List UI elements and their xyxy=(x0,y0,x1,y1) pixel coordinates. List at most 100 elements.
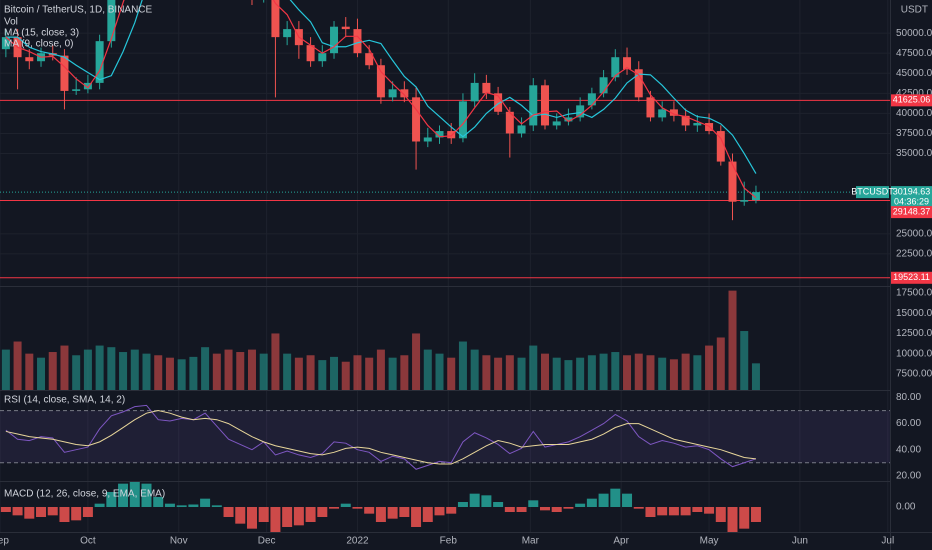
candle-body xyxy=(564,117,573,122)
x-tick-label: Jul xyxy=(881,536,894,547)
symbol-label-box xyxy=(856,186,889,199)
x-tick-label: May xyxy=(700,536,719,547)
volume-bar xyxy=(646,355,655,390)
y-tick-label: 40000.00 xyxy=(896,108,932,119)
x-tick-label: Dec xyxy=(258,536,276,547)
macd-histogram-bar xyxy=(704,507,715,514)
macd-histogram-bar xyxy=(399,507,410,517)
macd-histogram-bar xyxy=(352,507,363,509)
volume-bar xyxy=(341,361,350,390)
macd-histogram-bar xyxy=(469,493,480,507)
level-label: 41625.06 xyxy=(893,95,931,105)
volume-bar xyxy=(540,353,549,390)
last-price-label-box xyxy=(891,186,932,199)
rsi-line xyxy=(5,410,757,465)
volume-bar xyxy=(130,349,139,390)
volume-bar xyxy=(388,357,397,390)
candle-body xyxy=(552,121,561,126)
macd-histogram-bar xyxy=(258,507,269,522)
rsi-pane xyxy=(0,404,890,470)
macd-histogram-bar xyxy=(293,507,304,526)
volume-bar xyxy=(693,355,702,390)
candle-body xyxy=(576,105,585,118)
x-tick-label: 2022 xyxy=(346,536,369,547)
y-tick-label: 25000.00 xyxy=(896,228,932,239)
macd-histogram-bar xyxy=(340,503,351,507)
candle-body xyxy=(271,0,280,38)
volume-bar xyxy=(576,357,585,390)
volume-bar xyxy=(107,347,116,390)
candle-body xyxy=(388,89,397,98)
volume-bar xyxy=(283,353,292,390)
y-tick-label: 47500.00 xyxy=(896,48,932,59)
volume-bar xyxy=(25,353,34,390)
volume-bar xyxy=(60,345,69,390)
y-tick-label: 0.00 xyxy=(896,502,916,513)
volume-bar xyxy=(353,355,362,390)
macd-histogram-bar xyxy=(364,507,375,514)
candle-body xyxy=(435,131,444,138)
macd-histogram-bar xyxy=(645,507,656,517)
level-label: 19523.11 xyxy=(893,272,930,282)
candle-body xyxy=(611,57,620,78)
volume-bar xyxy=(751,363,760,390)
macd-histogram-bar xyxy=(129,482,140,507)
macd-histogram-bar xyxy=(622,493,633,507)
macd-histogram-bar xyxy=(446,507,457,514)
volume-bar xyxy=(728,290,737,390)
macd-histogram-bar xyxy=(176,505,187,507)
volume-bar xyxy=(552,357,561,390)
countdown-label: 04:36:29 xyxy=(894,196,929,206)
candle-body xyxy=(728,161,737,202)
macd-histogram-bar xyxy=(633,507,644,509)
legend-entry: MA (9, close, 0) xyxy=(4,39,73,50)
y-tick-label: 37500.00 xyxy=(896,128,932,139)
candle-body xyxy=(412,97,421,142)
macd-histogram-bar xyxy=(563,507,574,509)
volume-bar xyxy=(1,349,10,390)
macd-histogram-bar xyxy=(246,507,257,529)
volume-bar xyxy=(365,357,374,390)
y-tick-label: 12500.00 xyxy=(896,328,932,339)
macd-histogram-bar xyxy=(657,507,668,516)
volume-bar xyxy=(154,355,163,390)
candle-body xyxy=(646,97,655,118)
macd-histogram-bar xyxy=(106,492,117,507)
volume-bar xyxy=(423,349,432,390)
volume-title: Vol xyxy=(4,17,18,28)
macd-histogram-bar xyxy=(481,495,492,507)
volume-bar xyxy=(623,355,632,390)
rsi-line xyxy=(5,404,757,470)
candle-body xyxy=(529,85,538,126)
macd-histogram-bar xyxy=(727,507,738,532)
volume-pane xyxy=(1,290,760,390)
candle-body xyxy=(693,123,702,126)
y-tick-label: 20.00 xyxy=(896,470,921,481)
macd-histogram-bar xyxy=(329,507,340,509)
volume-bar xyxy=(189,356,198,390)
y-tick-label: 10000.00 xyxy=(896,348,932,359)
volume-bar xyxy=(119,352,128,390)
macd-histogram-bar xyxy=(680,507,691,516)
candle-body xyxy=(400,89,409,98)
candle-body xyxy=(330,26,339,54)
candle-body xyxy=(681,115,690,126)
macd-histogram-bar xyxy=(422,507,433,522)
candle-body xyxy=(740,200,749,202)
volume-bar xyxy=(470,349,479,390)
candle-body xyxy=(658,109,667,118)
last-price-label: 30194.63 xyxy=(893,186,931,196)
chart-title: Bitcoin / TetherUS, 1D, BINANCE xyxy=(4,5,153,16)
x-tick-label: Nov xyxy=(170,536,188,547)
candle-body xyxy=(72,89,81,91)
macd-histogram-bar xyxy=(715,507,726,522)
candle-body xyxy=(376,65,385,98)
candle-body xyxy=(283,29,292,38)
macd-histogram-bar xyxy=(739,507,750,529)
volume-bar xyxy=(658,357,667,390)
macd-histogram-bar xyxy=(493,502,504,507)
candle-body xyxy=(318,53,327,62)
volume-bar xyxy=(669,359,678,390)
candle-body xyxy=(517,125,526,134)
